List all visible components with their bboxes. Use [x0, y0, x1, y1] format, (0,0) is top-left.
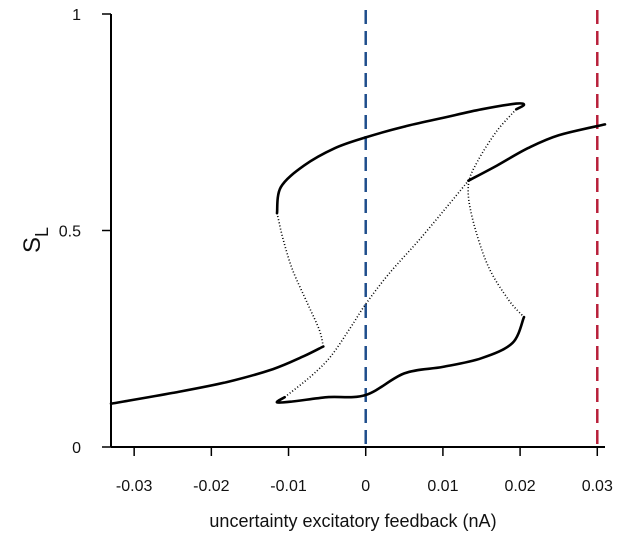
unstable-branch — [467, 108, 525, 318]
y-tick-label: 0 — [72, 440, 81, 457]
y-tick-label: 1 — [72, 7, 81, 24]
x-tick-label: -0.03 — [116, 478, 153, 495]
stable-branch — [275, 315, 526, 404]
x-axis-ticks: -0.03 -0.02 -0.01 0 0.01 0.02 0.03 — [116, 447, 613, 495]
plot-frame — [110, 14, 605, 448]
y-axis-label: SL — [19, 227, 52, 253]
unstable-branch — [284, 180, 470, 398]
y-axis-ticks: 00.51 — [59, 7, 111, 457]
unstable-branch — [276, 213, 325, 347]
x-tick-label: 0.03 — [582, 478, 613, 495]
stable-branch — [275, 102, 526, 215]
x-axis-label: uncertainty excitatory feedback (nA) — [209, 511, 496, 531]
x-tick-label: 0.02 — [505, 478, 536, 495]
reference-lines — [364, 10, 599, 447]
y-tick-label: 0.5 — [59, 224, 81, 241]
x-tick-label: -0.01 — [270, 478, 307, 495]
stable-branch — [109, 345, 325, 405]
x-tick-label: -0.02 — [193, 478, 230, 495]
x-tick-label: 0.01 — [427, 478, 458, 495]
x-tick-label: 0 — [361, 478, 370, 495]
bifurcation-curves — [109, 102, 607, 405]
stable-branch — [467, 123, 607, 182]
